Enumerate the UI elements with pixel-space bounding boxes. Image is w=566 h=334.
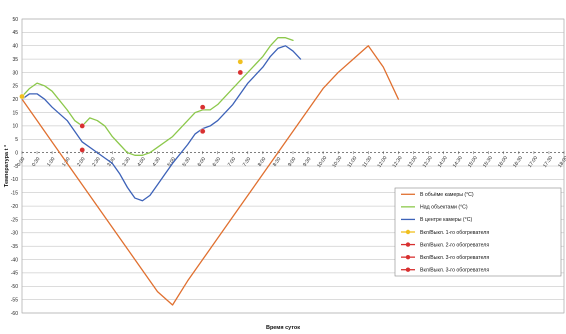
x-tick-label: 4:30 — [151, 156, 162, 168]
y-tick-label: -10 — [11, 177, 18, 183]
x-tick-label: 9:30 — [302, 156, 313, 168]
x-tick-label: 2:30 — [91, 156, 102, 168]
y-tick-label: 10 — [12, 124, 18, 130]
y-tick-label: 5 — [15, 137, 18, 143]
series-line — [21, 37, 294, 156]
y-tick-label: 50 — [12, 17, 18, 23]
x-tick-label: 4:00 — [136, 156, 147, 168]
legend: В объёме камеры (°С) Над объектами (°С) В … — [394, 187, 562, 277]
y-tick-label: -5 — [14, 164, 19, 170]
legend-entry: Вкл/Выкл. 2-го обогревателя — [420, 242, 489, 248]
legend-swatch-marker — [405, 267, 411, 272]
series-marker — [237, 69, 244, 76]
x-tick-label: 7:30 — [242, 156, 253, 168]
legend-swatch-marker — [405, 254, 411, 260]
series-marker — [19, 93, 25, 100]
series-line — [21, 45, 302, 202]
chart-series — [19, 37, 400, 306]
y-tick-label: -55 — [11, 297, 18, 303]
y-tick-label: 25 — [12, 84, 18, 90]
x-axis-title: Время суток — [266, 325, 300, 331]
y-tick-label: 45 — [12, 30, 18, 36]
x-tick-label: 5:30 — [182, 156, 193, 168]
y-tick-label: 35 — [12, 57, 18, 63]
x-tick-label: 5:00 — [166, 156, 177, 168]
series-marker — [79, 123, 86, 129]
y-tick-label: -45 — [11, 271, 18, 277]
x-tick-label: 18:00 — [557, 155, 566, 169]
y-tick-label: 40 — [12, 44, 18, 50]
legend-swatch-marker — [405, 242, 411, 247]
x-tick-label: 8:00 — [257, 156, 268, 168]
x-tick-label: 3:30 — [121, 156, 132, 168]
legend-entry: В объёме камеры (°С) — [420, 192, 474, 198]
series-marker — [199, 104, 206, 110]
legend-entry: В центре камеры (°С) — [420, 217, 472, 223]
x-tick-label: 6:00 — [197, 156, 208, 168]
series-line — [21, 45, 400, 306]
y-tick-label: -40 — [11, 257, 18, 263]
legend-box — [394, 187, 562, 277]
legend-entry: Вкл/Выкл. 3-го обогревателя — [420, 268, 489, 274]
series-marker — [237, 58, 244, 65]
x-tick-label: 6:30 — [212, 156, 223, 168]
x-tick-label: 2:00 — [76, 156, 87, 168]
y-tick-label: -25 — [11, 217, 18, 223]
y-tick-label: -60 — [11, 311, 18, 317]
chart-grid — [21, 18, 565, 314]
y-tick-label: 30 — [12, 70, 18, 76]
y-tick-label: -20 — [11, 204, 18, 210]
y-axis-title: Температура t ° — [4, 145, 10, 187]
y-axis-ticks: -60-55-50-45-40-35-30-25-20-15-10-505101… — [11, 17, 18, 317]
x-tick-label: 1:00 — [46, 156, 57, 168]
legend-entry: Вкл/Выкл. 3-го обогревателя — [420, 255, 489, 261]
y-tick-label: -30 — [11, 231, 18, 237]
x-tick-label: 7:00 — [227, 156, 238, 168]
y-tick-label: -50 — [11, 284, 18, 290]
legend-entry: Вкл/Выкл. 1-го обогревателя — [420, 230, 489, 236]
series-marker — [79, 147, 86, 153]
legend-entry: Над объектами (°С) — [420, 205, 468, 211]
y-tick-label: 15 — [12, 110, 18, 116]
y-tick-label: 20 — [12, 97, 18, 103]
legend-swatch-marker — [405, 229, 411, 235]
x-tick-label: 3:00 — [106, 156, 117, 168]
x-tick-label: 9:00 — [287, 156, 298, 168]
y-tick-label: 0 — [15, 150, 18, 156]
x-tick-label: 8:30 — [272, 156, 283, 168]
series-marker — [199, 128, 206, 135]
x-tick-label: 0:30 — [31, 156, 42, 168]
y-tick-label: -15 — [11, 191, 18, 197]
y-tick-label: -35 — [11, 244, 18, 250]
x-tick-label: 0:00 — [16, 156, 27, 168]
